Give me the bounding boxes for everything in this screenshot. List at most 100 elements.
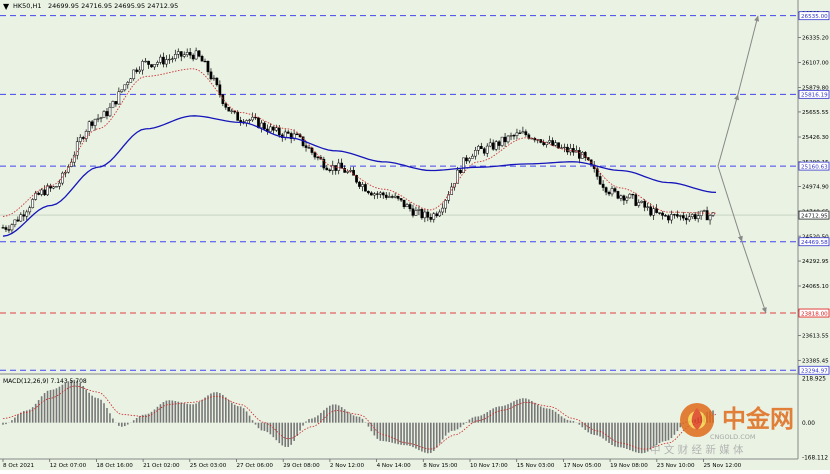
candle-body [705, 210, 709, 221]
macd-tick-label: 0.00 [802, 421, 815, 427]
price-tag [798, 89, 830, 99]
candle-body [34, 192, 38, 200]
candle-body [16, 219, 20, 222]
candle-body [185, 52, 189, 55]
price-tick-label: 23613.55 [802, 334, 829, 340]
candle-body [503, 136, 507, 143]
candle-body [640, 200, 644, 203]
candle-body [583, 152, 587, 158]
price-tag-label: 25160.63 [801, 164, 828, 170]
price-tag-label: 25816.19 [801, 93, 828, 99]
time-tick-label: 8 Nov 15:00 [423, 463, 458, 469]
candle-body [367, 190, 370, 194]
price-tick-label: 25426.30 [802, 135, 829, 141]
time-tick-label: 12 Oct 07:00 [50, 463, 87, 469]
candle-body [364, 184, 367, 192]
candle-body [269, 126, 272, 132]
candle-body [399, 198, 403, 201]
candle-body [554, 142, 557, 146]
candle-body [165, 59, 168, 65]
chart-header: ▼ HK50,H1 24699.95 24716.95 24695.95 247… [3, 2, 178, 11]
candle-body [566, 146, 569, 153]
candle-body [384, 194, 388, 198]
candle-body [375, 193, 379, 195]
candle-body [25, 211, 29, 217]
candle-body [500, 136, 504, 146]
candle-body [81, 137, 85, 139]
candle-body [491, 142, 495, 150]
candle-body [120, 89, 124, 92]
candle-body [52, 186, 55, 189]
candle-body [595, 168, 599, 177]
candle-body [459, 169, 462, 173]
candle-body [468, 158, 471, 162]
header-ohlc: 24699.95 24716.95 24695.95 24712.95 [48, 2, 178, 10]
candle-body [162, 56, 165, 65]
candle-body [625, 197, 629, 201]
candle-body [203, 60, 207, 63]
candle-body [462, 157, 465, 173]
macd-tick-label: 218.925 [802, 377, 826, 383]
candle-body [622, 195, 626, 201]
candle-body [188, 52, 192, 56]
candle-body [286, 131, 290, 134]
candle-body [444, 200, 448, 209]
candle-body [46, 185, 49, 196]
fast-ma-line [2, 68, 716, 217]
time-tick-label: 15 Nov 03:00 [517, 463, 555, 469]
candle-body [521, 131, 525, 134]
candle-body [141, 61, 144, 71]
candle-body [19, 214, 23, 222]
candle-body [43, 189, 46, 196]
time-tick-label: 29 Oct 08:00 [283, 463, 320, 469]
price-tag [798, 161, 830, 171]
candle-body [55, 186, 58, 188]
candle-body [13, 219, 17, 226]
time-tick-label: 2 Nov 12:00 [330, 463, 365, 469]
candle-body [96, 118, 100, 120]
candle-body [230, 110, 234, 112]
candle-body [159, 56, 162, 63]
candle-body [631, 193, 635, 196]
candle-body [679, 215, 682, 217]
candle-body [248, 119, 251, 121]
candle-body [518, 132, 522, 134]
arrow-head-icon [734, 94, 739, 101]
candle-body [325, 167, 329, 171]
candle-body [619, 195, 623, 199]
price-tick-label: 24974.90 [802, 185, 829, 191]
candle-body [22, 214, 26, 217]
candle-body [236, 111, 240, 121]
candle-body [426, 211, 430, 218]
candle-body [693, 214, 697, 220]
candle-body [251, 116, 254, 121]
candle-body [111, 101, 115, 108]
candle-body [387, 196, 391, 198]
candle-body [117, 91, 121, 105]
candle-body [123, 84, 127, 91]
price-tag [798, 210, 830, 220]
price-tag [798, 308, 830, 318]
price-tag [798, 365, 830, 375]
candle-body [58, 182, 61, 187]
candle-body [539, 139, 543, 143]
candle-body [673, 214, 676, 216]
candle-body [221, 94, 225, 104]
candle-body [616, 191, 620, 199]
header-symbol: HK50,H1 [13, 2, 42, 10]
candle-body [563, 146, 566, 149]
candle-body [271, 126, 275, 131]
candle-body [343, 168, 346, 173]
candle-body [447, 194, 450, 201]
candle-body [429, 217, 433, 220]
header-arrow-icon[interactable]: ▼ [3, 2, 10, 11]
candle-body [254, 116, 257, 119]
candle-body [637, 202, 641, 206]
candle-body [438, 211, 442, 217]
candle-body [331, 165, 335, 171]
candle-body [173, 54, 177, 59]
candle-body [168, 58, 171, 61]
time-tick-label: 25 Nov 12:00 [704, 463, 742, 469]
candle-body [527, 134, 531, 139]
candle-body [209, 71, 213, 80]
